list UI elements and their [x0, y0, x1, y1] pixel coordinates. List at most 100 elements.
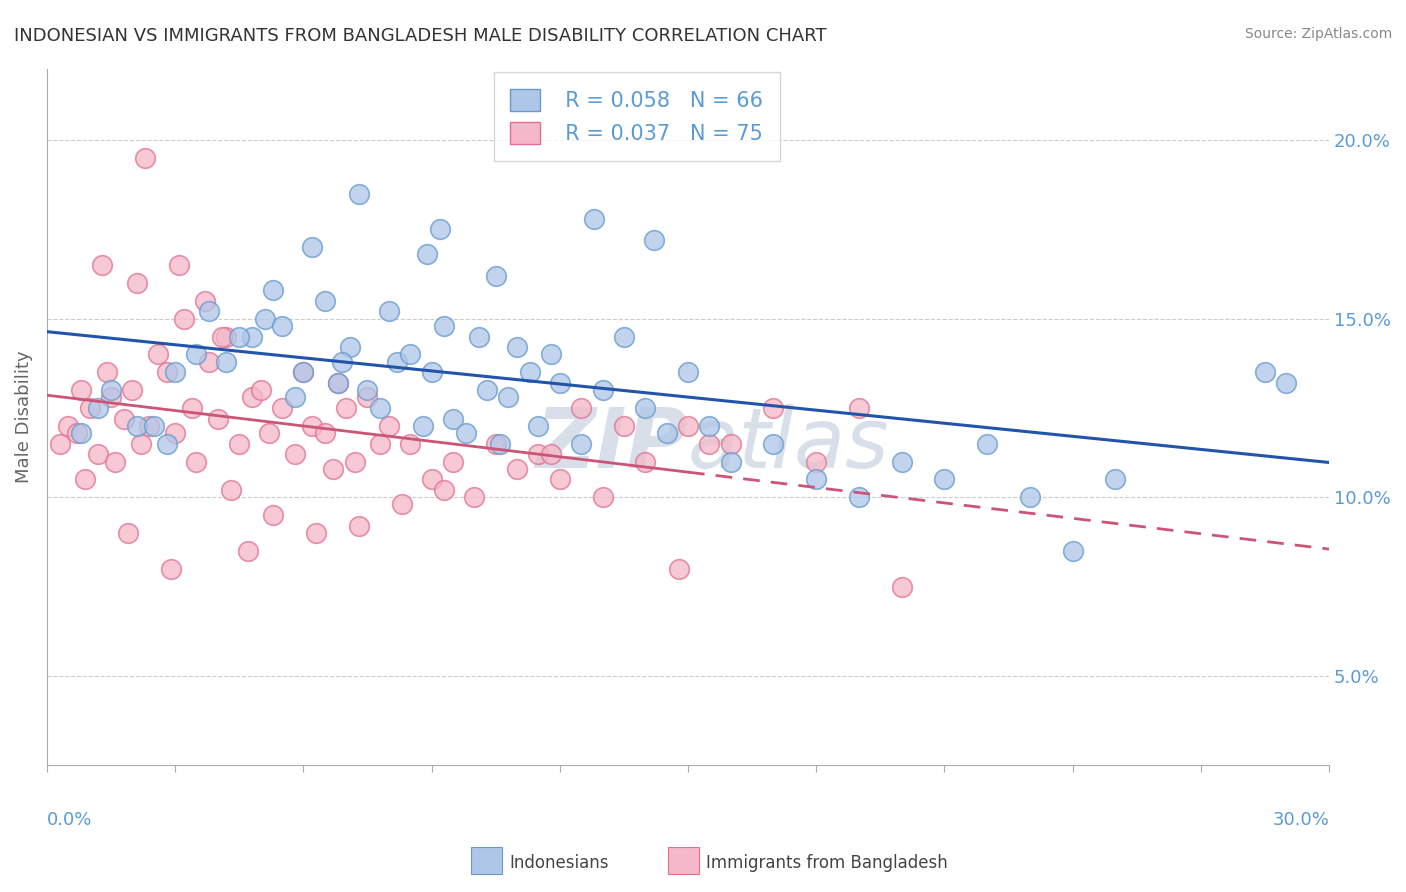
Point [104, 454, 127, 468]
Point [475, 383, 498, 397]
Point [66, 425, 89, 440]
Point [198, 304, 221, 318]
Point [399, 436, 422, 450]
Point [125, 418, 148, 433]
Point [215, 354, 238, 368]
Point [198, 354, 221, 368]
Point [485, 436, 508, 450]
Point [129, 436, 152, 450]
Point [378, 304, 401, 318]
Point [292, 365, 315, 379]
Point [219, 483, 242, 498]
Point [519, 365, 541, 379]
Point [87, 447, 110, 461]
Point [240, 390, 263, 404]
Point [347, 186, 370, 201]
Point [249, 383, 271, 397]
Point [368, 436, 391, 450]
Bar [471, 847, 502, 874]
Point [506, 461, 529, 475]
Point [125, 276, 148, 290]
Point [762, 401, 785, 415]
Point [91, 258, 114, 272]
Point [569, 436, 592, 450]
Point [284, 447, 307, 461]
Point [613, 329, 636, 343]
Point [433, 483, 456, 498]
Point [592, 383, 614, 397]
Point [165, 425, 187, 440]
Text: INDONESIAN VS IMMIGRANTS FROM BANGLADESH MALE DISABILITY CORRELATION CHART: INDONESIAN VS IMMIGRANTS FROM BANGLADESH… [14, 27, 827, 45]
Bar [668, 847, 699, 874]
Point [58, 418, 80, 433]
Point [240, 329, 263, 343]
Point [330, 354, 353, 368]
Point [301, 240, 323, 254]
Point [676, 418, 699, 433]
Point [356, 390, 378, 404]
Point [762, 436, 785, 450]
Point [121, 383, 143, 397]
Point [720, 454, 742, 468]
Point [569, 401, 592, 415]
Point [356, 383, 378, 397]
Point [1062, 544, 1084, 558]
Point [548, 376, 571, 390]
Point [236, 544, 259, 558]
Point [676, 365, 699, 379]
Point [540, 347, 562, 361]
Y-axis label: Male Disability: Male Disability [15, 351, 32, 483]
Point [339, 340, 361, 354]
Point [160, 562, 183, 576]
Point [420, 472, 443, 486]
Point [138, 418, 160, 433]
Point [485, 268, 508, 283]
Point [186, 454, 208, 468]
Point [271, 318, 294, 333]
Point [890, 454, 912, 468]
Point [1019, 491, 1042, 505]
Point [489, 436, 512, 450]
Point [326, 376, 349, 390]
Point [100, 383, 122, 397]
Point [699, 418, 721, 433]
Point [75, 472, 97, 486]
Point [391, 498, 413, 512]
Point [634, 454, 657, 468]
Point [305, 526, 328, 541]
Point [806, 454, 828, 468]
Point [441, 454, 464, 468]
Text: atlas: atlas [688, 404, 890, 485]
Point [335, 401, 357, 415]
Point [271, 401, 294, 415]
Text: Immigrants from Bangladesh: Immigrants from Bangladesh [706, 854, 948, 871]
Point [655, 425, 678, 440]
Point [347, 519, 370, 533]
Point [253, 311, 276, 326]
Point [420, 365, 443, 379]
Point [378, 418, 401, 433]
Point [262, 508, 284, 523]
Point [211, 329, 233, 343]
Point [301, 418, 323, 433]
Point [284, 390, 307, 404]
Point [527, 447, 550, 461]
Point [412, 418, 434, 433]
Point [592, 491, 614, 505]
Text: Source: ZipAtlas.com: Source: ZipAtlas.com [1244, 27, 1392, 41]
Point [463, 491, 485, 505]
Point [720, 436, 742, 450]
Point [146, 347, 169, 361]
Point [429, 222, 451, 236]
Point [142, 418, 165, 433]
Point [433, 318, 456, 333]
Point [668, 562, 690, 576]
Point [155, 365, 177, 379]
Point [699, 436, 721, 450]
Point [368, 401, 391, 415]
Point [257, 425, 280, 440]
Point [173, 311, 195, 326]
Point [454, 425, 477, 440]
Point [387, 354, 409, 368]
Point [186, 347, 208, 361]
